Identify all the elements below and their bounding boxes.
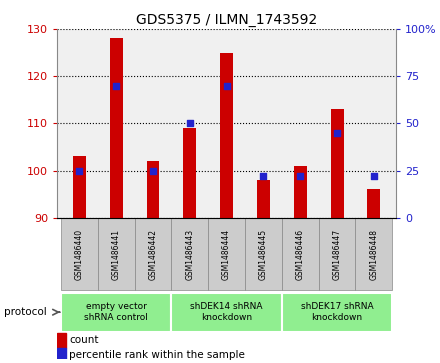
Point xyxy=(150,168,157,174)
Text: GSM1486442: GSM1486442 xyxy=(148,229,158,280)
Bar xyxy=(110,38,123,218)
Point xyxy=(334,130,341,136)
Text: percentile rank within the sample: percentile rank within the sample xyxy=(69,350,245,360)
Bar xyxy=(171,293,282,332)
Text: GSM1486444: GSM1486444 xyxy=(222,229,231,280)
Point xyxy=(297,174,304,179)
Bar xyxy=(208,218,245,290)
Point xyxy=(370,174,378,179)
Bar xyxy=(57,348,66,362)
Bar xyxy=(294,166,307,218)
Text: GSM1486446: GSM1486446 xyxy=(296,229,305,280)
Bar xyxy=(183,128,196,218)
Text: GSM1486447: GSM1486447 xyxy=(333,229,341,280)
Bar xyxy=(61,218,98,290)
Text: shDEK14 shRNA
knockdown: shDEK14 shRNA knockdown xyxy=(191,302,263,322)
Bar xyxy=(98,218,135,290)
Bar xyxy=(330,109,344,218)
Text: GSM1486440: GSM1486440 xyxy=(75,229,84,280)
Bar xyxy=(356,218,392,290)
Text: shDEK17 shRNA
knockdown: shDEK17 shRNA knockdown xyxy=(301,302,374,322)
Point xyxy=(260,174,267,179)
Bar xyxy=(61,293,171,332)
Text: GSM1486448: GSM1486448 xyxy=(370,229,378,280)
Bar xyxy=(257,180,270,218)
Bar xyxy=(73,156,86,218)
Text: count: count xyxy=(69,335,99,346)
Text: protocol: protocol xyxy=(4,307,47,317)
Point xyxy=(113,83,120,89)
Bar xyxy=(319,218,356,290)
Bar xyxy=(282,293,392,332)
Bar xyxy=(220,53,233,218)
Bar xyxy=(282,218,319,290)
Bar xyxy=(171,218,208,290)
Text: GSM1486441: GSM1486441 xyxy=(112,229,121,280)
Point xyxy=(186,121,193,126)
Text: GSM1486443: GSM1486443 xyxy=(185,229,194,280)
Bar xyxy=(245,218,282,290)
Text: empty vector
shRNA control: empty vector shRNA control xyxy=(84,302,148,322)
Bar xyxy=(57,333,66,348)
Bar xyxy=(367,189,380,218)
Title: GDS5375 / ILMN_1743592: GDS5375 / ILMN_1743592 xyxy=(136,13,317,26)
Point xyxy=(76,168,83,174)
Text: GSM1486445: GSM1486445 xyxy=(259,229,268,280)
Bar xyxy=(147,161,159,218)
Point xyxy=(223,83,230,89)
Bar xyxy=(135,218,171,290)
